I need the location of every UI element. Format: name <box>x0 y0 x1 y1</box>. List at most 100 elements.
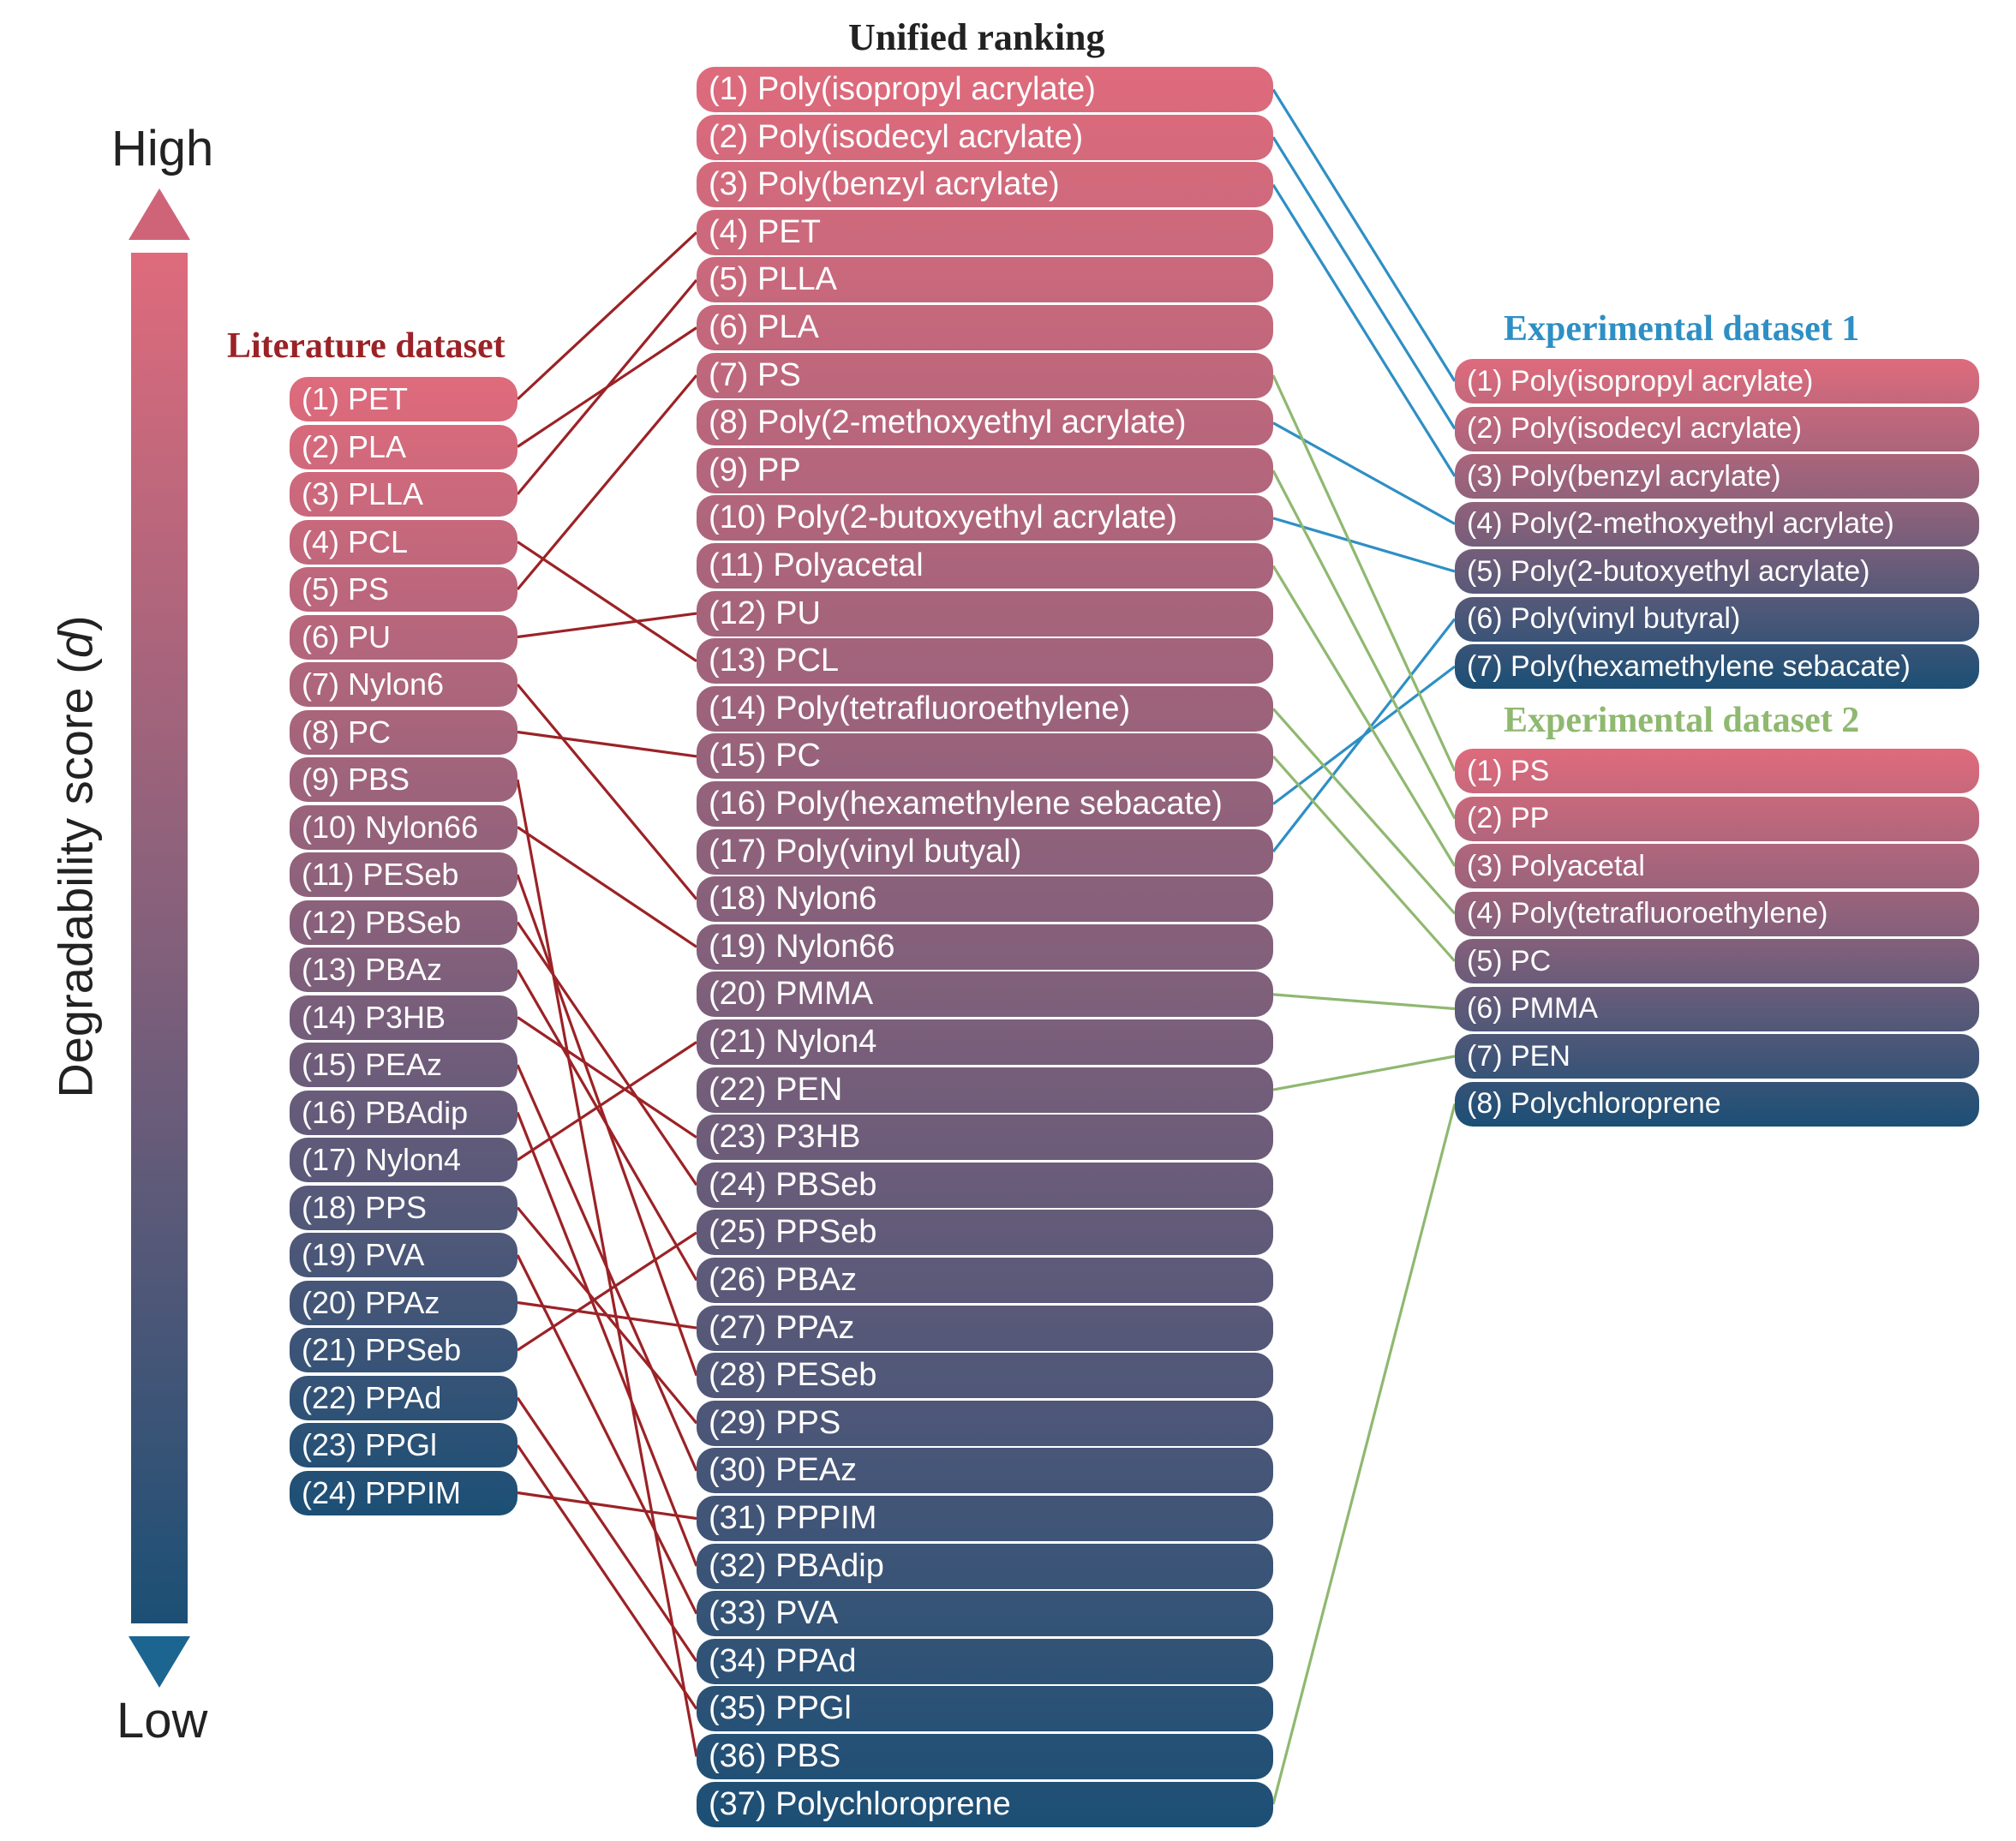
unified-item: (16) Poly(hexamethylene sebacate) <box>697 781 1273 827</box>
exp1-link-line <box>1271 183 1457 477</box>
exp1-item: (4) Poly(2-methoxyethyl acrylate) <box>1455 501 1979 547</box>
unified-item: (4) PET <box>697 209 1273 255</box>
literature-item: (14) P3HB <box>290 995 517 1040</box>
unified-item: (3) Poly(benzyl acrylate) <box>697 162 1273 208</box>
literature-link-line <box>517 1041 697 1162</box>
unified-item: (6) PLA <box>697 305 1273 350</box>
exp1-link-line <box>1272 421 1456 525</box>
literature-item: (18) PPS <box>290 1185 517 1230</box>
literature-item: (2) PLA <box>290 424 517 469</box>
axis-title-text: Degradability score ( <box>48 658 103 1098</box>
literature-item: (13) PBAz <box>290 947 517 992</box>
unified-item: (9) PP <box>697 447 1273 493</box>
unified-item: (2) Poly(isodecyl acrylate) <box>697 114 1273 160</box>
exp2-item: (8) Polychloroprene <box>1455 1081 1979 1127</box>
unified-item: (10) Poly(2-butoxyethyl acrylate) <box>697 495 1273 541</box>
literature-link-line <box>517 541 697 663</box>
unified-item: (21) Nylon4 <box>697 1019 1273 1065</box>
unified-item: (11) Polyacetal <box>697 543 1273 589</box>
exp1-link-line <box>1272 517 1456 573</box>
literature-item: (8) PC <box>290 709 517 755</box>
exp1-link-line <box>1271 88 1457 382</box>
literature-link-line <box>516 374 698 591</box>
unified-item: (14) Poly(tetrafluoroethylene) <box>697 685 1273 732</box>
literature-item: (4) PCL <box>290 519 517 565</box>
literature-dataset-title: Literature dataset <box>227 326 505 366</box>
literature-item: (23) PPGl <box>290 1423 517 1467</box>
exp1-item: (2) Poly(isodecyl acrylate) <box>1455 406 1979 451</box>
literature-item: (12) PBSeb <box>290 900 517 945</box>
axis-title: Degradability score (d) <box>48 615 104 1097</box>
unified-item: (34) PPAd <box>697 1638 1273 1684</box>
literature-link-line <box>516 1111 698 1567</box>
literature-item: (21) PPSeb <box>290 1328 517 1372</box>
unified-item: (24) PBSeb <box>697 1162 1273 1208</box>
axis-title-symbol: d <box>48 631 103 659</box>
axis-high-label: High <box>111 121 214 176</box>
exp2-link-line <box>1272 1055 1456 1091</box>
literature-item: (10) Nylon66 <box>290 804 517 850</box>
unified-item: (32) PBAdip <box>697 1543 1273 1589</box>
experimental-dataset-1-title: Experimental dataset 1 <box>1504 309 1860 349</box>
literature-link-line <box>516 921 698 1186</box>
exp2-item: (6) PMMA <box>1455 986 1979 1031</box>
literature-item: (11) PESeb <box>290 852 517 897</box>
unified-item: (22) PEN <box>697 1067 1273 1113</box>
unified-item: (18) Nylon6 <box>697 876 1273 923</box>
exp2-item: (1) PS <box>1455 749 1979 793</box>
literature-link-line <box>516 278 698 496</box>
exp2-link-line <box>1271 708 1457 915</box>
unified-item: (7) PS <box>697 352 1273 398</box>
exp2-link-line <box>1272 993 1456 1011</box>
exp1-item: (7) Poly(hexamethylene sebacate) <box>1455 644 1979 689</box>
experimental-dataset-2-title: Experimental dataset 2 <box>1504 701 1860 740</box>
unified-ranking-title: Unified ranking <box>848 16 1105 58</box>
exp1-item: (3) Poly(benzyl acrylate) <box>1455 454 1979 499</box>
exp2-item: (2) PP <box>1455 796 1979 841</box>
unified-item: (12) PU <box>697 590 1273 637</box>
literature-item: (3) PLLA <box>290 472 517 517</box>
exp1-item: (5) Poly(2-butoxyethyl acrylate) <box>1455 549 1979 594</box>
literature-link-line <box>517 1231 697 1352</box>
literature-item: (7) Nylon6 <box>290 662 517 707</box>
unified-item: (27) PPAz <box>697 1305 1273 1351</box>
unified-item: (25) PPSeb <box>697 1210 1273 1256</box>
literature-link-line <box>516 1064 698 1472</box>
unified-item: (36) PBS <box>697 1734 1273 1779</box>
down-arrow-icon <box>129 1636 190 1688</box>
literature-item: (19) PVA <box>290 1233 517 1277</box>
unified-item: (15) PC <box>697 733 1273 780</box>
literature-item: (16) PBAdip <box>290 1090 517 1135</box>
exp2-item: (4) Poly(tetrafluoroethylene) <box>1455 891 1979 936</box>
exp2-link-line <box>1271 1103 1457 1805</box>
exp2-link-line <box>1271 755 1457 963</box>
unified-item: (13) PCL <box>697 638 1273 684</box>
exp1-item: (1) Poly(isopropyl acrylate) <box>1455 359 1979 403</box>
literature-link-line <box>516 1254 698 1615</box>
literature-link-line <box>517 826 697 948</box>
exp1-item: (6) Poly(vinyl butyral) <box>1455 596 1979 642</box>
exp2-item: (3) Polyacetal <box>1455 844 1979 888</box>
literature-item: (17) Nylon4 <box>290 1138 517 1182</box>
unified-item: (1) Poly(isopropyl acrylate) <box>697 67 1273 112</box>
literature-link-line <box>517 1300 697 1330</box>
literature-item: (20) PPAz <box>290 1280 517 1325</box>
unified-item: (5) PLLA <box>697 257 1273 303</box>
degradability-gradient-bar <box>131 253 188 1623</box>
exp2-item: (7) PEN <box>1455 1034 1979 1079</box>
literature-link-line <box>516 1396 698 1663</box>
literature-item: (15) PEAz <box>290 1043 517 1087</box>
unified-item: (30) PEAz <box>697 1448 1273 1494</box>
up-arrow-icon <box>129 188 190 240</box>
literature-item: (24) PPPIM <box>290 1470 517 1515</box>
exp1-link-line <box>1272 665 1456 805</box>
axis-title-close: ) <box>48 615 103 631</box>
literature-link-line <box>516 683 698 900</box>
unified-item: (29) PPS <box>697 1400 1273 1446</box>
literature-item: (5) PS <box>290 567 517 612</box>
unified-item: (35) PPGl <box>697 1686 1273 1732</box>
literature-item: (1) PET <box>290 377 517 421</box>
exp1-link-line <box>1271 136 1457 430</box>
unified-item: (20) PMMA <box>697 971 1273 1018</box>
